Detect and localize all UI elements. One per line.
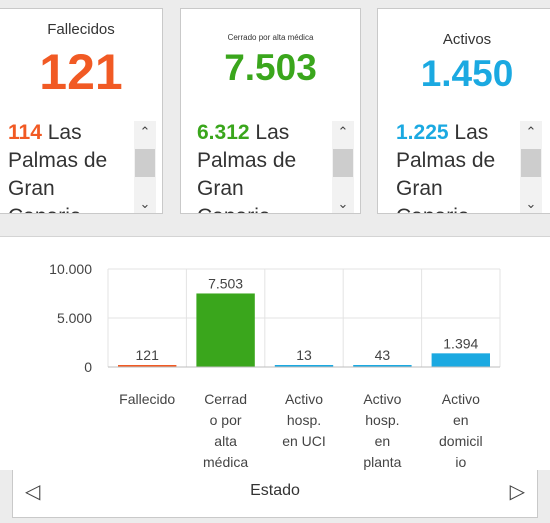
- x-tick-label: alta: [214, 433, 237, 449]
- list-scrollbar[interactable]: ⌃ ⌄: [520, 121, 542, 213]
- entry-text: Las Palmas de Gran Canaria: [396, 121, 496, 213]
- x-tick-label: médica: [203, 454, 248, 470]
- y-tick-label: 10.000: [49, 261, 92, 277]
- chevron-down-icon[interactable]: ⌄: [337, 196, 349, 211]
- card-title: Activos: [442, 31, 492, 48]
- list-scrollbar[interactable]: ⌃ ⌄: [332, 121, 354, 213]
- entry-text: Las Palmas de Gran Canaria: [8, 121, 108, 213]
- x-tick-label: o por: [210, 412, 242, 428]
- triangle-left-icon[interactable]: ◁: [25, 481, 41, 503]
- chevron-up-icon[interactable]: ⌃: [337, 124, 349, 139]
- bar: [431, 353, 490, 367]
- chart-navigation: ◁ Estado ▷: [0, 470, 550, 523]
- x-axis-title: Estado: [250, 482, 300, 499]
- bar: [353, 365, 412, 367]
- y-tick-label: 5.000: [57, 310, 92, 326]
- entry-number: 114: [8, 121, 42, 144]
- nav-panel: ◁ Estado ▷: [12, 470, 538, 518]
- entry-number: 1.225: [396, 121, 449, 144]
- card-list[interactable]: 1.225 Las Palmas de Gran Canaria: [396, 119, 514, 213]
- card-activos: Activos 1.450 1.225 Las Palmas de Gran C…: [377, 8, 550, 214]
- scroll-thumb[interactable]: [135, 149, 155, 177]
- chevron-down-icon[interactable]: ⌄: [525, 196, 537, 211]
- triangle-right-icon[interactable]: ▷: [509, 481, 525, 503]
- scroll-thumb[interactable]: [521, 149, 541, 177]
- bar: [196, 293, 255, 367]
- x-tick-label: hosp.: [287, 412, 321, 428]
- bar-value-label: 13: [296, 347, 312, 363]
- bar-chart: 0 5.000 10.000 121 Fallecido 7.503 Cerrad o por…: [49, 261, 501, 470]
- x-tick-label: planta: [363, 454, 401, 470]
- x-tick-label: hosp.: [365, 412, 399, 428]
- scroll-thumb[interactable]: [333, 149, 353, 177]
- card-list[interactable]: 6.312 Las Palmas de Gran Canaria: [197, 119, 315, 213]
- x-tick-label: en: [453, 412, 469, 428]
- x-tick-label: Activo: [442, 391, 480, 407]
- card-title: Cerrado por alta médica: [227, 33, 314, 42]
- x-tick-label: domicil: [439, 433, 483, 449]
- card-cerrado: Cerrado por alta médica 7.503 6.312 Las …: [180, 8, 361, 214]
- chevron-up-icon[interactable]: ⌃: [139, 124, 151, 139]
- y-tick-label: 0: [84, 359, 92, 375]
- card-value: 7.503: [224, 47, 317, 88]
- card-fallecidos: Fallecidos 121 114 Las Palmas de Gran Ca…: [0, 8, 163, 214]
- card-list[interactable]: 114 Las Palmas de Gran Canaria: [8, 119, 126, 213]
- x-tick-label: Activo: [285, 391, 323, 407]
- x-tick-label: en UCI: [282, 433, 326, 449]
- chart-panel: 0 5.000 10.000 121 Fallecido 7.503 Cerrad o por…: [0, 236, 550, 471]
- x-tick-label: Cerrad: [204, 391, 247, 407]
- card-value: 121: [39, 44, 123, 100]
- bar-value-label: 121: [136, 347, 160, 363]
- bar-value-label: 7.503: [208, 275, 243, 291]
- x-tick-label: Activo: [363, 391, 401, 407]
- entry-text: Las Palmas de Gran Canaria: [197, 121, 297, 213]
- bar: [118, 365, 177, 367]
- x-tick-label: Fallecido: [119, 391, 175, 407]
- chevron-down-icon[interactable]: ⌄: [139, 196, 151, 211]
- x-tick-label: io: [455, 454, 466, 470]
- bar: [274, 365, 334, 367]
- x-tick-label: en: [375, 433, 391, 449]
- bar-value-label: 43: [375, 347, 391, 363]
- entry-number: 6.312: [197, 121, 250, 144]
- card-title: Fallecidos: [47, 21, 115, 38]
- chevron-up-icon[interactable]: ⌃: [525, 124, 537, 139]
- list-scrollbar[interactable]: ⌃ ⌄: [134, 121, 156, 213]
- bar-value-label: 1.394: [443, 335, 478, 351]
- card-value: 1.450: [420, 53, 514, 94]
